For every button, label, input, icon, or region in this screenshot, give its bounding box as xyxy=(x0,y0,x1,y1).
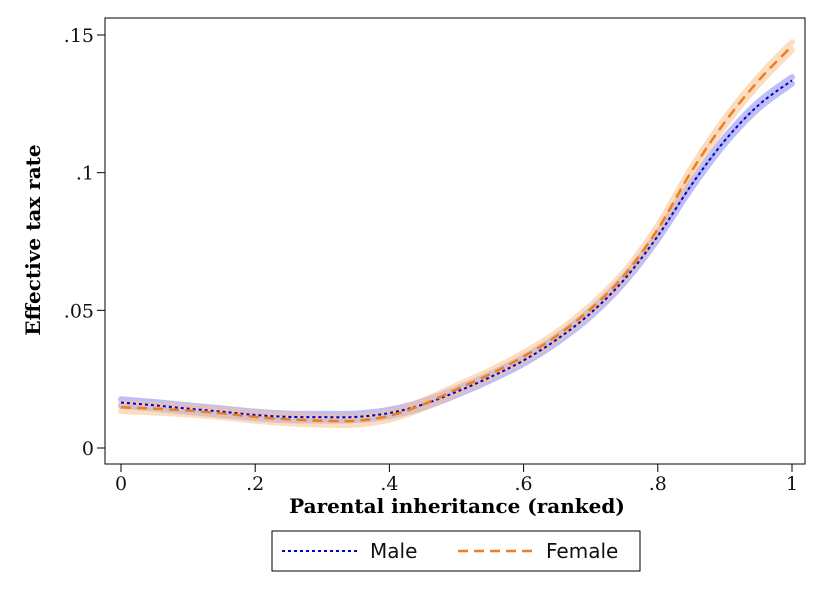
y-axis-title: Effective tax rate xyxy=(21,144,45,335)
male-band-lower xyxy=(118,80,795,424)
female-band-upper xyxy=(118,39,795,421)
x-tick-label: .4 xyxy=(380,473,398,495)
legend-female-label: Female xyxy=(546,539,618,563)
male-series-line xyxy=(120,79,793,419)
legend-male-label: Male xyxy=(370,539,417,563)
y-tick-label: .05 xyxy=(64,300,94,322)
x-tick-label: .8 xyxy=(649,473,667,495)
confidence-bands xyxy=(118,39,795,429)
x-tick-label: .2 xyxy=(246,473,264,495)
series-lines xyxy=(120,45,793,423)
x-tick-label: .6 xyxy=(515,473,533,495)
x-axis: 0 .2 .4 .6 .8 1 xyxy=(115,464,798,495)
y-tick-label: .1 xyxy=(76,163,94,185)
legend-box xyxy=(271,530,641,572)
y-tick-label: .15 xyxy=(64,25,94,47)
x-axis-title: Parental inheritance (ranked) xyxy=(289,494,625,518)
y-axis: 0 .05 .1 .15 xyxy=(64,25,105,460)
plot-frame xyxy=(104,17,806,465)
female-band-lower xyxy=(118,46,795,429)
female-series-line xyxy=(120,45,793,423)
x-tick-label: 0 xyxy=(115,473,127,495)
male-band-upper xyxy=(118,74,795,417)
y-tick-label: 0 xyxy=(82,438,94,460)
legend: Male Female xyxy=(271,530,641,572)
x-tick-label: 1 xyxy=(786,473,798,495)
